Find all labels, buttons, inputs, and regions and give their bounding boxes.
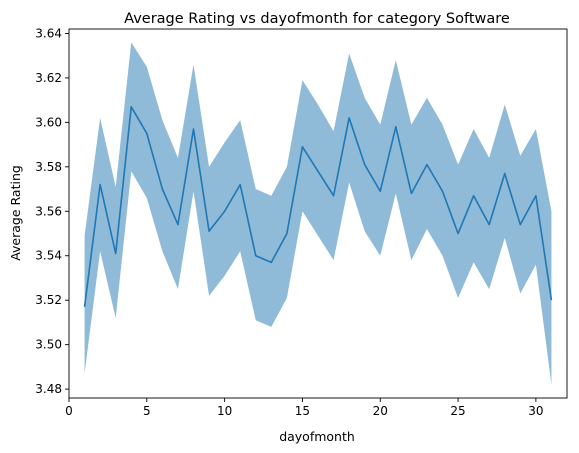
y-tick-label: 3.54 — [35, 249, 62, 263]
x-axis-label: dayofmonth — [279, 429, 355, 444]
y-tick-label: 3.58 — [35, 160, 62, 174]
x-tick-label: 30 — [528, 404, 543, 418]
x-tick-label: 10 — [217, 404, 232, 418]
plot-area — [83, 42, 553, 385]
x-tick-label: 15 — [295, 404, 310, 418]
chart-title: Average Rating vs dayofmonth for categor… — [124, 11, 510, 27]
y-axis-label: Average Rating — [8, 165, 23, 261]
x-tick-label: 5 — [143, 404, 151, 418]
y-tick-label: 3.48 — [35, 382, 62, 396]
x-axis: 0 5 10 15 20 25 30 — [65, 398, 544, 418]
confidence-band — [84, 42, 552, 385]
y-tick-label: 3.60 — [35, 115, 62, 129]
y-tick-label: 3.56 — [35, 204, 62, 218]
y-tick-label: 3.62 — [35, 71, 62, 85]
x-tick-label: 0 — [65, 404, 73, 418]
x-tick-label: 25 — [450, 404, 465, 418]
x-tick-label: 20 — [373, 404, 388, 418]
plot-frame — [68, 28, 568, 399]
y-axis: 3.48 3.50 3.52 3.54 3.56 3.58 3.60 3.62 3.64 — [35, 26, 69, 396]
y-tick-label: 3.52 — [35, 293, 62, 307]
y-tick-label: 3.50 — [35, 338, 62, 352]
y-tick-label: 3.64 — [35, 26, 62, 40]
